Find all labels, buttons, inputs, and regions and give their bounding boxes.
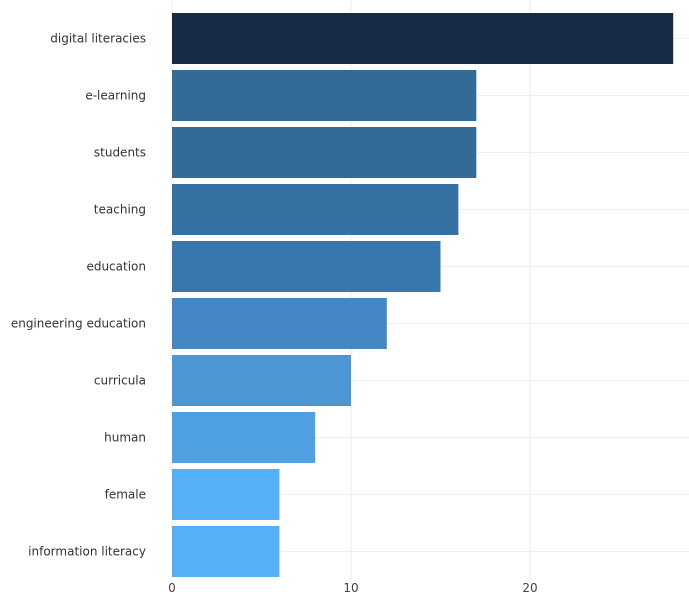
x-tick-label: 10 (343, 581, 358, 595)
bar (172, 412, 316, 463)
bar (172, 184, 459, 235)
category-label: education (86, 260, 146, 274)
bar (172, 127, 477, 178)
category-label: e-learning (85, 89, 146, 103)
bar (172, 469, 280, 520)
x-axis-ticks: 0 10 20 (168, 581, 537, 595)
category-label: students (94, 146, 146, 160)
bar (172, 526, 280, 577)
x-tick-label: 0 (168, 581, 176, 595)
bar (172, 13, 674, 64)
bar (172, 70, 477, 121)
category-label: teaching (94, 203, 146, 217)
bar (172, 241, 441, 292)
category-label: human (104, 431, 146, 445)
category-label: curricula (94, 374, 146, 388)
category-label: female (105, 488, 146, 502)
bar (172, 298, 387, 349)
category-labels: digital literacies e-learning students teac… (11, 32, 146, 559)
bar (172, 355, 351, 406)
bars (172, 13, 674, 577)
category-label: engineering education (11, 317, 146, 331)
category-label: information literacy (28, 545, 146, 559)
x-tick-label: 20 (522, 581, 537, 595)
category-label: digital literacies (50, 32, 146, 46)
